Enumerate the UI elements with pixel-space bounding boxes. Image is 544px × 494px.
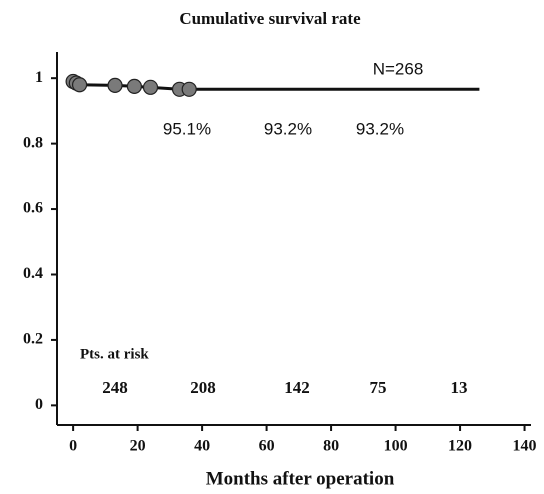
x-axis-label: Months after operation <box>206 468 395 489</box>
annotation: 95.1% <box>163 119 211 138</box>
x-tick-label: 0 <box>69 438 77 455</box>
y-tick-label: 0.6 <box>23 200 43 217</box>
annotation: 93.2% <box>264 119 312 138</box>
at-risk-value: 142 <box>284 378 310 397</box>
censored-mark <box>126 78 142 94</box>
x-tick-label: 20 <box>130 438 146 455</box>
censored-mark <box>71 77 88 93</box>
annotation: 93.2% <box>356 119 404 138</box>
at-risk-value: 248 <box>102 378 128 397</box>
at-risk-value: 75 <box>370 378 387 397</box>
censored-mark <box>107 77 123 93</box>
at-risk-value: 13 <box>451 378 468 397</box>
chart-title: Cumulative survival rate <box>179 9 361 28</box>
x-tick-label: 80 <box>323 438 339 455</box>
x-tick-label: 100 <box>384 438 408 455</box>
censored-mark <box>142 79 159 95</box>
x-tick-label: 40 <box>194 438 210 455</box>
at-risk-label: Pts. at risk <box>80 346 149 362</box>
x-tick-label: 140 <box>513 438 537 455</box>
censored-mark <box>181 81 197 97</box>
y-tick-label: 0.2 <box>23 331 43 348</box>
annotation: N=268 <box>373 59 424 78</box>
y-tick-label: 1 <box>35 69 43 86</box>
x-tick-label: 60 <box>259 438 275 455</box>
at-risk-value: 208 <box>190 378 216 397</box>
x-tick-label: 120 <box>448 438 472 455</box>
y-tick-label: 0 <box>35 396 43 413</box>
y-tick-label: 0.8 <box>23 134 43 151</box>
y-tick-label: 0.4 <box>23 265 43 282</box>
